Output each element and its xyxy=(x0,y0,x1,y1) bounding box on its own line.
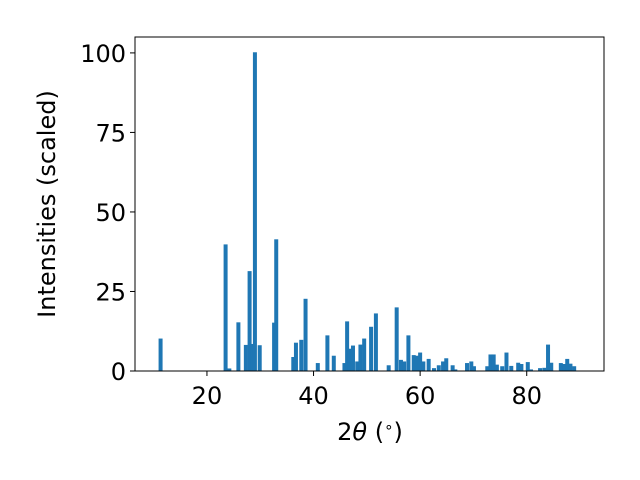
bar xyxy=(406,335,411,371)
y-tick-label: 75 xyxy=(95,119,126,147)
bar xyxy=(568,363,573,371)
bar xyxy=(274,239,279,371)
bar xyxy=(418,352,423,371)
bar xyxy=(494,364,499,371)
bar xyxy=(414,355,419,371)
bar xyxy=(315,363,320,371)
bar xyxy=(453,369,458,371)
bar xyxy=(250,343,255,371)
bar xyxy=(247,271,252,371)
bar xyxy=(516,362,521,371)
x-tick-label: 40 xyxy=(298,382,329,410)
y-tick-label: 100 xyxy=(80,40,126,68)
bar xyxy=(504,352,509,371)
bar xyxy=(362,338,367,371)
bar xyxy=(444,358,449,371)
bar xyxy=(257,345,262,371)
bar xyxy=(471,366,476,371)
bar xyxy=(491,354,496,371)
bar xyxy=(325,335,330,371)
bar xyxy=(236,322,241,371)
bar xyxy=(436,365,441,371)
y-tick-label: 50 xyxy=(95,199,126,227)
y-axis-ticks: 0 25 50 75 100 xyxy=(80,40,135,386)
bar xyxy=(500,366,505,371)
x-axis-label: 2θ (∘) xyxy=(337,418,403,446)
bar xyxy=(546,344,551,371)
bar xyxy=(386,365,391,371)
y-tick-label: 0 xyxy=(111,358,126,386)
bar xyxy=(347,348,352,371)
bar xyxy=(303,298,308,371)
bar xyxy=(331,355,336,371)
bar xyxy=(525,362,530,371)
bar xyxy=(509,365,514,371)
x-axis-ticks: 20 40 60 80 xyxy=(192,371,542,410)
bar xyxy=(355,361,360,371)
bar xyxy=(519,364,524,371)
bar xyxy=(342,363,347,371)
bar xyxy=(421,361,426,371)
bar xyxy=(469,361,474,371)
bar xyxy=(398,359,403,371)
x-tick-label: 80 xyxy=(511,382,542,410)
bar xyxy=(223,244,228,371)
bar xyxy=(538,368,543,371)
bar xyxy=(373,313,378,371)
bar xyxy=(465,363,470,371)
bar xyxy=(243,344,248,371)
bar xyxy=(227,368,232,371)
bar xyxy=(158,338,163,371)
bar xyxy=(252,52,257,372)
bar xyxy=(293,342,298,371)
bar xyxy=(542,367,547,371)
bar xyxy=(358,344,363,371)
bar xyxy=(411,355,416,371)
bar xyxy=(565,358,570,371)
bar xyxy=(426,358,431,371)
bar xyxy=(558,363,563,371)
bar xyxy=(441,361,446,371)
bars-group xyxy=(158,52,577,372)
plot-frame xyxy=(134,36,605,372)
x-tick-label: 60 xyxy=(405,382,436,410)
bar xyxy=(345,321,350,371)
bar xyxy=(572,366,577,371)
bar xyxy=(369,326,374,371)
bar xyxy=(394,307,399,371)
x-tick-label: 20 xyxy=(192,382,223,410)
bar xyxy=(562,364,567,371)
bar xyxy=(549,362,554,371)
bar xyxy=(299,339,304,371)
bar xyxy=(528,369,533,371)
y-tick-label: 25 xyxy=(95,278,126,306)
bar xyxy=(450,365,455,371)
bar xyxy=(402,361,407,371)
y-axis-label: Intensities (scaled) xyxy=(33,90,61,318)
bar xyxy=(350,345,355,371)
bar xyxy=(485,366,490,371)
bar xyxy=(291,357,296,371)
bar xyxy=(488,354,493,371)
bar xyxy=(431,368,436,371)
bar xyxy=(272,322,277,371)
